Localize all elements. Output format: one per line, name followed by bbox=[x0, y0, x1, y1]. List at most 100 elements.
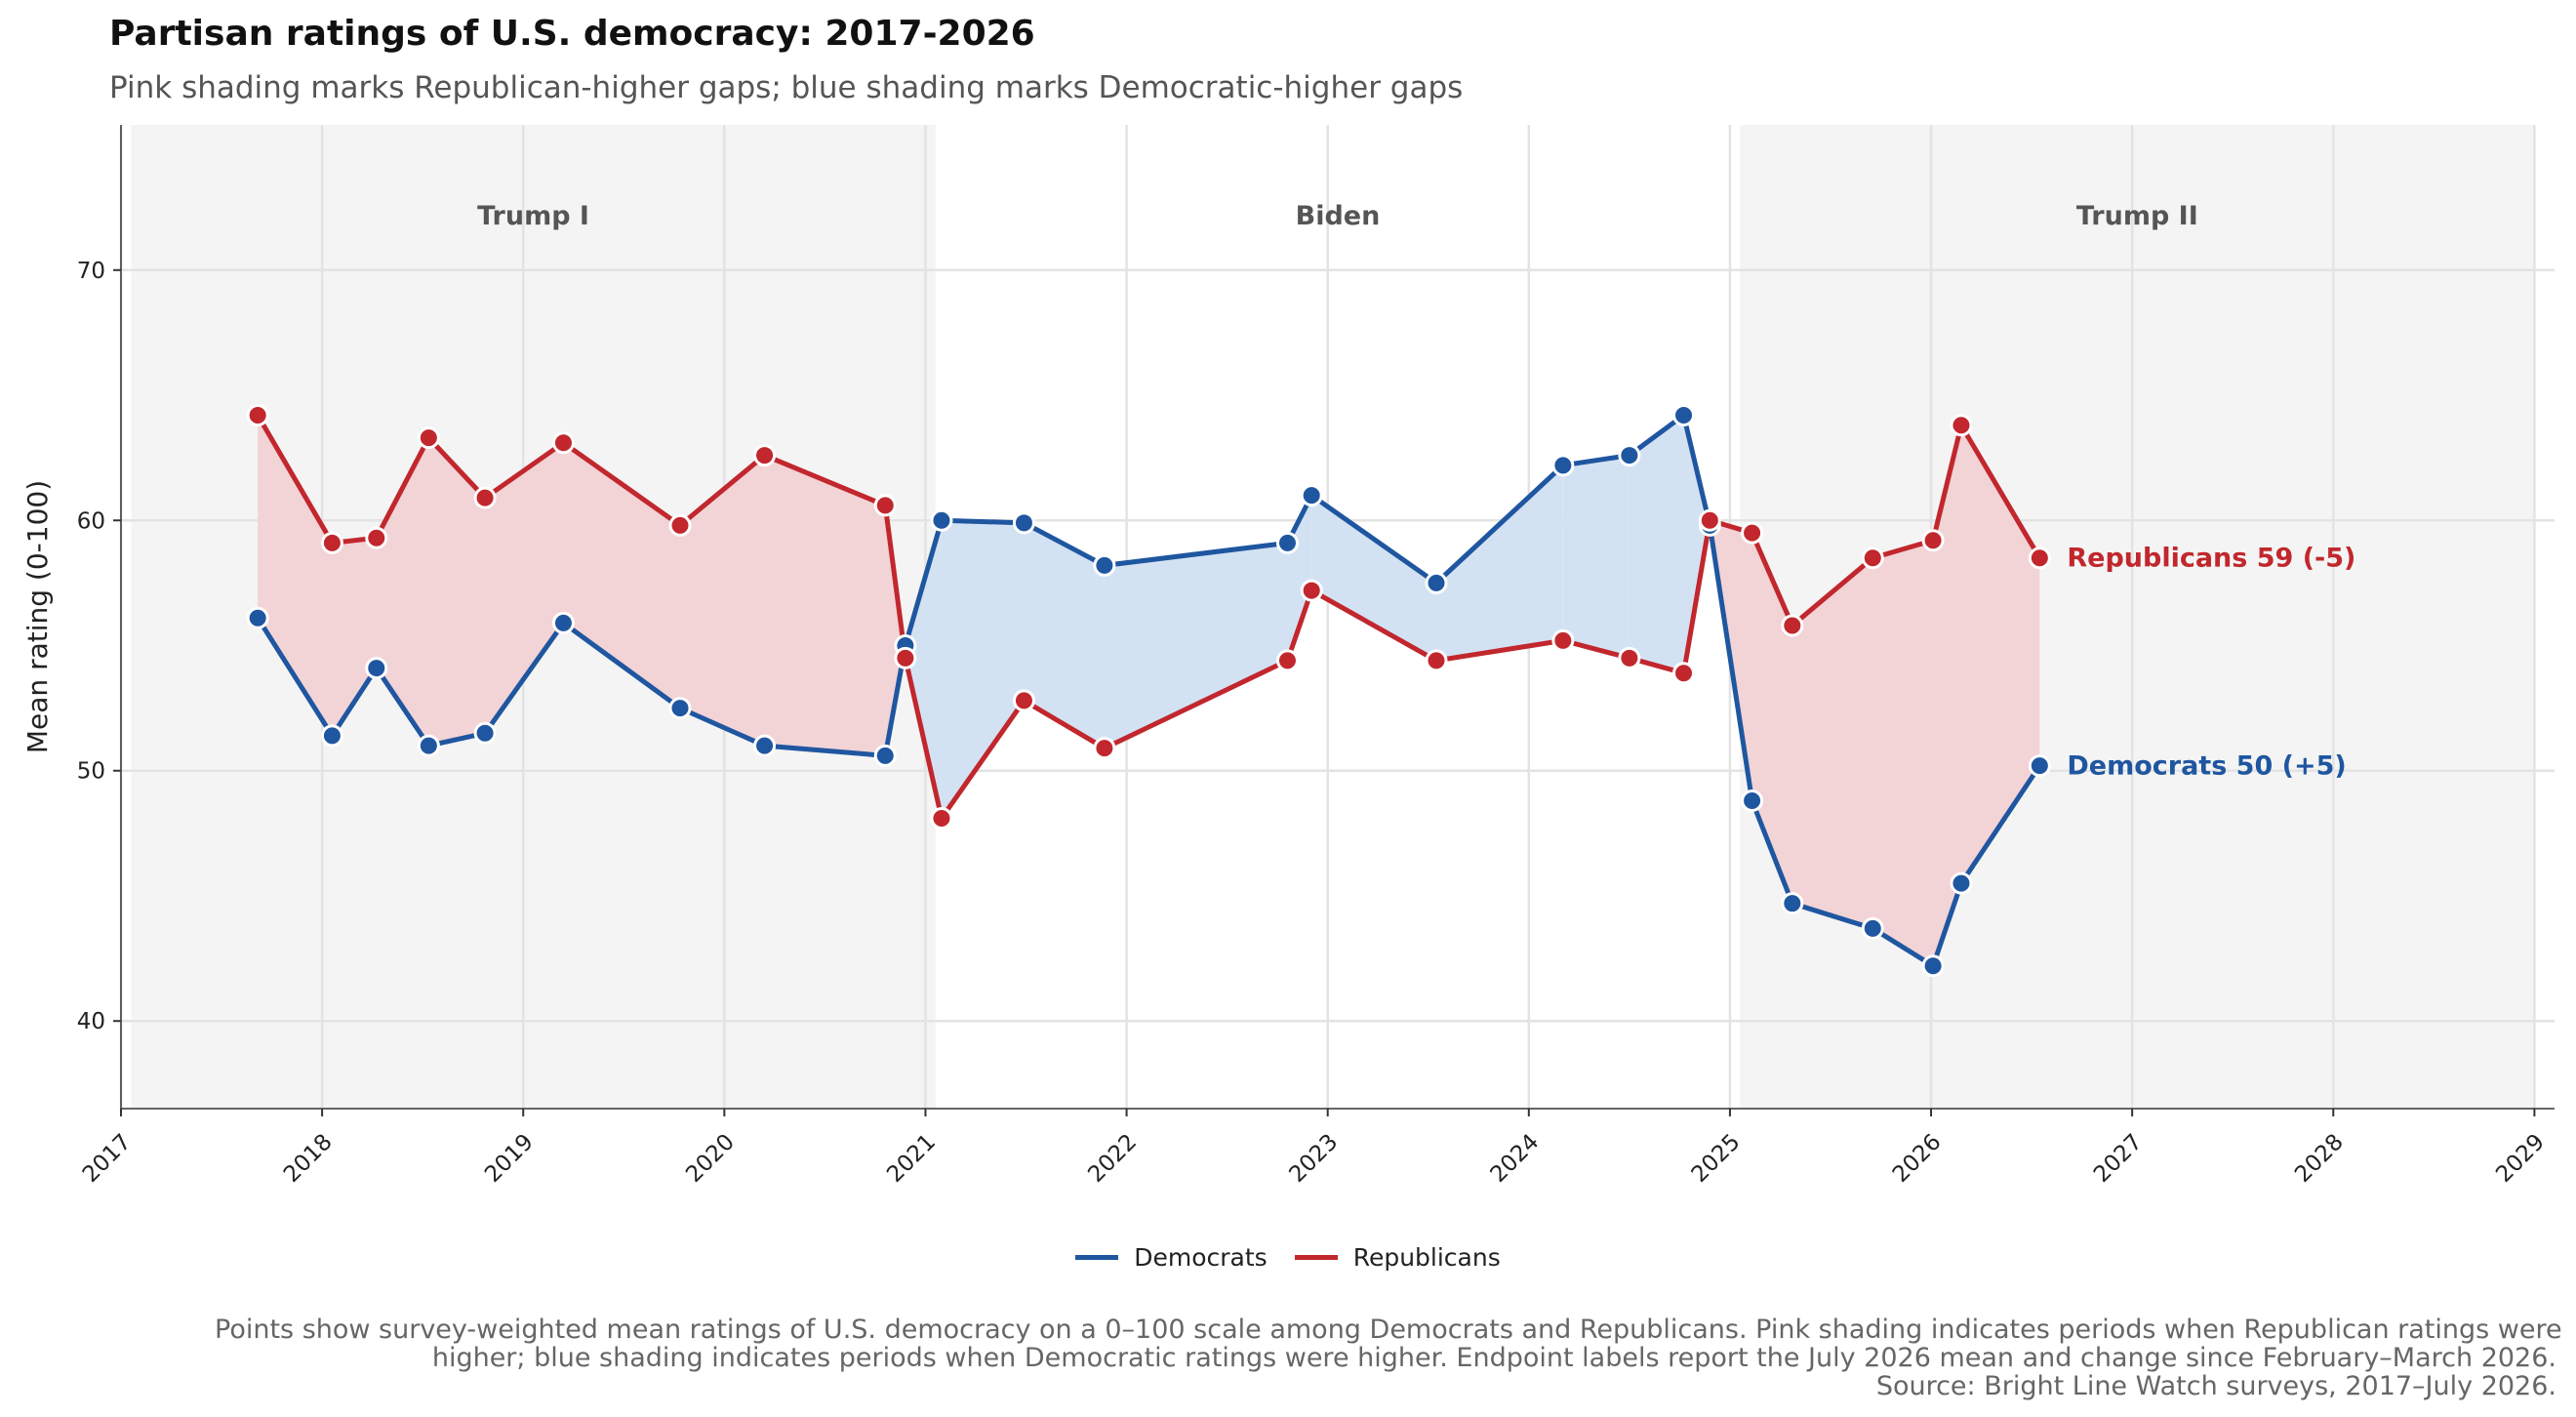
legend-label-republicans: Republicans bbox=[1352, 1243, 1501, 1272]
x-tick-label: 2028 bbox=[2290, 1129, 2349, 1188]
caption: Points show survey-weighted mean ratings… bbox=[215, 1316, 2562, 1401]
x-tick-label: 2022 bbox=[1083, 1129, 1142, 1188]
data-point-republicans bbox=[2028, 547, 2051, 570]
line-chart: Trump I Biden Trump II Republicans 59 (-5) D… bbox=[21, 125, 2555, 1188]
era-label: Trump I bbox=[477, 201, 589, 231]
data-point-democrats bbox=[1551, 454, 1575, 477]
x-tick-label: 2021 bbox=[882, 1129, 941, 1188]
data-point-democrats bbox=[246, 606, 269, 629]
x-tick-label: 2025 bbox=[1687, 1129, 1746, 1188]
caption-line: higher; blue shading indicates periods w… bbox=[431, 1343, 2556, 1373]
gap-shade bbox=[1933, 425, 1961, 966]
gap-shade bbox=[1683, 415, 1710, 673]
data-point-democrats bbox=[1275, 531, 1299, 554]
chart-title: Partisan ratings of U.S. democracy: 2017… bbox=[109, 14, 1035, 54]
gap-shade bbox=[680, 455, 765, 747]
data-point-democrats bbox=[873, 744, 897, 767]
gap-shade bbox=[905, 520, 942, 819]
gap-shade bbox=[1791, 557, 1873, 929]
data-point-republicans bbox=[1950, 414, 1973, 437]
end-label-republicans: Republicans 59 (-5) bbox=[2067, 544, 2355, 574]
gap-shade bbox=[485, 442, 564, 734]
data-point-democrats bbox=[668, 697, 692, 720]
data-point-republicans bbox=[1012, 689, 1035, 712]
legend-swatch-republicans bbox=[1294, 1255, 1338, 1260]
data-point-democrats bbox=[1781, 892, 1804, 915]
legend-item-republicans: Republicans bbox=[1294, 1243, 1501, 1272]
text-labels: Trump I Biden Trump II Republicans 59 (-5) D… bbox=[477, 201, 2355, 782]
data-point-democrats bbox=[417, 734, 440, 757]
data-point-republicans bbox=[365, 526, 388, 549]
data-point-republicans bbox=[1741, 521, 1764, 545]
data-point-democrats bbox=[320, 724, 343, 748]
series-points bbox=[246, 404, 2051, 978]
y-tick-label: 70 bbox=[77, 259, 105, 284]
data-point-republicans bbox=[930, 806, 953, 830]
era-label: Biden bbox=[1296, 201, 1381, 231]
gap-shade bbox=[941, 520, 1025, 819]
x-tick-label: 2027 bbox=[2089, 1129, 2148, 1188]
gap-shade bbox=[1024, 522, 1105, 749]
data-point-republicans bbox=[1698, 508, 1721, 532]
data-point-democrats bbox=[1921, 954, 1945, 978]
x-tick-label: 2024 bbox=[1486, 1129, 1545, 1188]
gap-shade bbox=[258, 415, 333, 736]
x-tick-label: 2019 bbox=[480, 1129, 539, 1188]
gap-shading bbox=[258, 415, 2040, 966]
gap-shade bbox=[764, 455, 886, 756]
data-point-democrats bbox=[1950, 871, 1973, 895]
gap-shade bbox=[885, 505, 905, 756]
y-tick-label: 60 bbox=[77, 508, 105, 534]
y-tick-label: 50 bbox=[77, 759, 105, 785]
data-point-republicans bbox=[1672, 662, 1696, 685]
data-point-republicans bbox=[1300, 579, 1323, 602]
gap-shade bbox=[1872, 540, 1934, 966]
data-point-republicans bbox=[417, 426, 440, 450]
gap-shade bbox=[1960, 425, 2040, 884]
legend-swatch-democrats bbox=[1075, 1255, 1119, 1260]
y-axis-label: Mean rating (0-100) bbox=[21, 480, 54, 753]
data-point-republicans bbox=[1618, 646, 1641, 669]
data-point-republicans bbox=[753, 444, 777, 467]
gap-shade bbox=[1629, 415, 1684, 673]
gap-shade bbox=[428, 437, 486, 747]
series-line-democrats bbox=[256, 413, 2042, 969]
data-point-democrats bbox=[551, 611, 575, 634]
data-point-republicans bbox=[873, 494, 897, 517]
legend-item-democrats: Democrats bbox=[1075, 1243, 1268, 1272]
data-point-republicans bbox=[246, 404, 269, 427]
data-point-democrats bbox=[1093, 553, 1116, 577]
x-tick-label: 2023 bbox=[1285, 1129, 1344, 1188]
data-point-democrats bbox=[1425, 571, 1448, 594]
data-point-democrats bbox=[1672, 404, 1696, 427]
data-point-democrats bbox=[1012, 511, 1035, 535]
data-point-republicans bbox=[894, 646, 917, 669]
data-point-republicans bbox=[1425, 649, 1448, 672]
data-point-republicans bbox=[668, 513, 692, 537]
data-point-democrats bbox=[930, 508, 953, 532]
x-tick-label: 2029 bbox=[2491, 1129, 2550, 1188]
data-point-democrats bbox=[1741, 789, 1764, 813]
x-tick-label: 2018 bbox=[279, 1129, 338, 1188]
data-point-republicans bbox=[1551, 628, 1575, 652]
gap-shade bbox=[1435, 465, 1563, 661]
data-point-republicans bbox=[551, 431, 575, 455]
data-point-republicans bbox=[1093, 737, 1116, 760]
data-point-democrats bbox=[2028, 754, 2051, 778]
gap-shade bbox=[1311, 495, 1436, 661]
legend-label-democrats: Democrats bbox=[1134, 1243, 1268, 1272]
y-tick-label: 40 bbox=[77, 1009, 105, 1034]
gap-shade bbox=[332, 538, 377, 736]
data-point-democrats bbox=[1618, 444, 1641, 467]
x-tick-label: 2020 bbox=[681, 1129, 740, 1188]
data-point-republicans bbox=[1781, 614, 1804, 637]
chart-subtitle: Pink shading marks Republican-higher gap… bbox=[109, 70, 1464, 105]
series-lines bbox=[255, 413, 2042, 969]
end-label-democrats: Democrats 50 (+5) bbox=[2067, 751, 2346, 782]
data-point-republicans bbox=[1921, 529, 1945, 552]
data-point-democrats bbox=[473, 721, 497, 745]
x-tick-label: 2017 bbox=[78, 1129, 137, 1188]
legend: Democrats Republicans bbox=[0, 1243, 2576, 1272]
caption-line: Source: Bright Line Watch surveys, 2017–… bbox=[1875, 1371, 2556, 1401]
series-line-republicans bbox=[255, 414, 2042, 821]
